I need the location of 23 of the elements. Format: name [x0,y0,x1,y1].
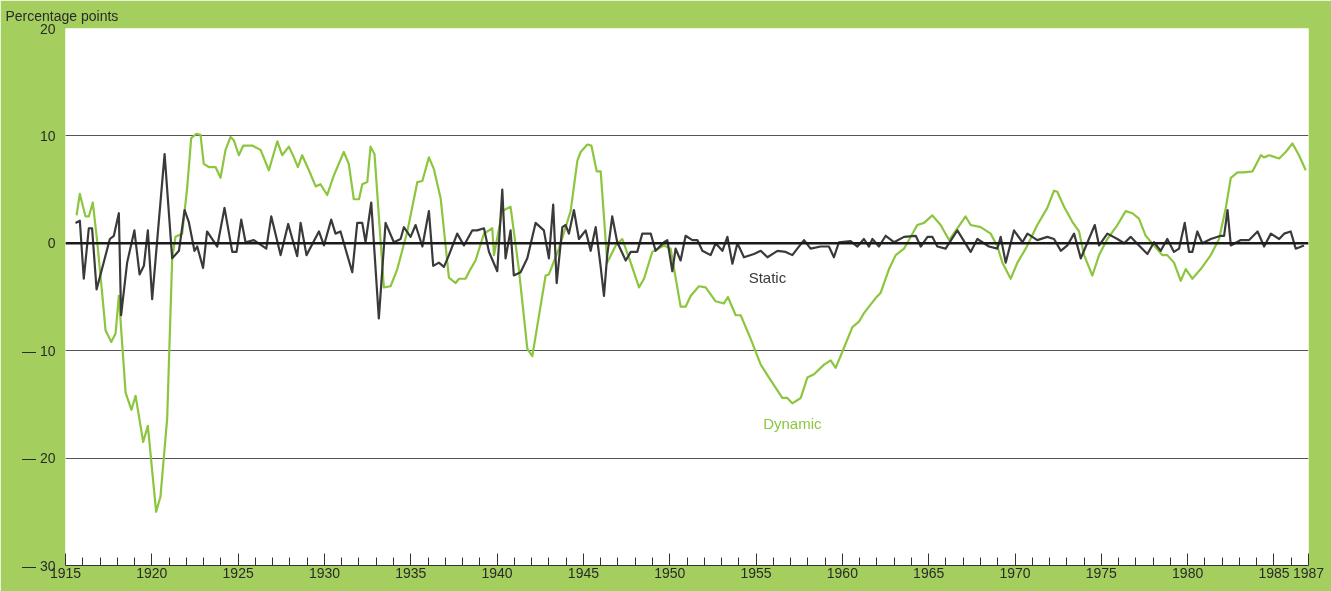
series-label: Dynamic [763,415,822,433]
x-tick-label: 1965 [913,564,945,581]
x-tick-label: 1970 [999,564,1031,581]
y-tick-label: — 20 [22,450,56,467]
x-tick-label: 1920 [136,564,168,581]
x-tick-label: 1960 [826,564,859,581]
y-tick-label: 0 [47,235,56,252]
y-tick-label: 10 [39,127,56,144]
line-series [74,153,1306,320]
x-tick-label: 1940 [481,564,513,581]
x-tick-label: 1935 [395,564,427,581]
x-tick-label: 1985 [1258,564,1290,581]
x-tick-label: 1925 [222,564,254,581]
line-series [75,132,1307,513]
x-tick-label: 1955 [740,564,772,581]
x-tick-label: 1950 [654,564,686,581]
x-tick-label: 1945 [567,564,600,581]
y-tick-label: — 10 [22,342,56,359]
x-tick-label: 1975 [1085,564,1118,581]
x-tick-label: 1980 [1172,564,1204,581]
series-label: Static [748,269,787,287]
x-tick-label: 1987 [1292,564,1325,581]
x-tick-label: 1930 [308,564,341,581]
